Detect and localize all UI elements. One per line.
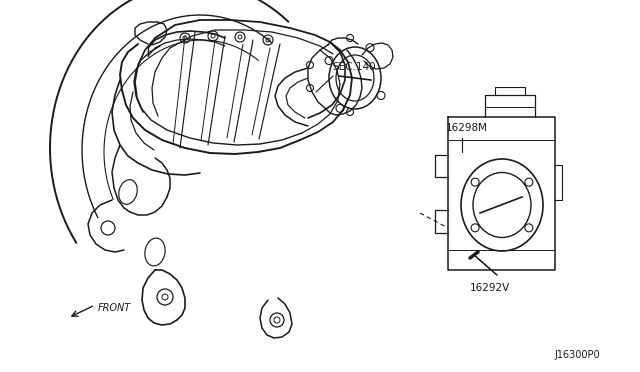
Text: 16292V: 16292V bbox=[470, 283, 510, 293]
Text: J16300P0: J16300P0 bbox=[554, 350, 600, 360]
Text: FRONT: FRONT bbox=[98, 303, 131, 313]
Text: 16298M: 16298M bbox=[446, 123, 488, 133]
Text: SEC.140: SEC.140 bbox=[332, 62, 376, 72]
